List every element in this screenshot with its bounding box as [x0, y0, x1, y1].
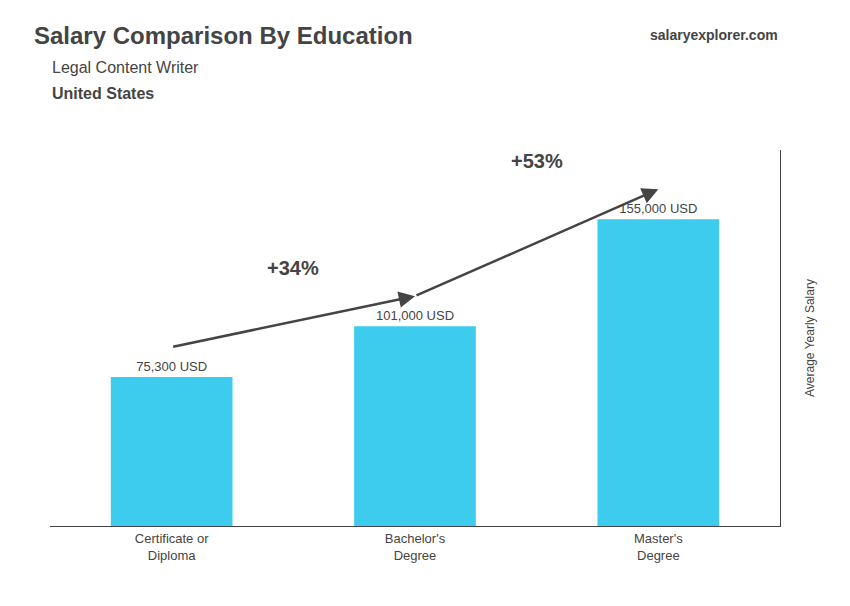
- svg-text:Bachelor'sDegree: Bachelor'sDegree: [385, 531, 446, 563]
- svg-text:155,000 USD: 155,000 USD: [619, 201, 697, 216]
- svg-text:Salary Comparison By Education: Salary Comparison By Education: [34, 22, 413, 49]
- svg-text:Average Yearly Salary: Average Yearly Salary: [803, 279, 817, 397]
- svg-text:101,000 USD: 101,000 USD: [376, 308, 454, 323]
- svg-text:+34%: +34%: [267, 257, 319, 279]
- svg-text:salaryexplorer.com: salaryexplorer.com: [650, 27, 778, 43]
- svg-text:Certificate orDiploma: Certificate orDiploma: [135, 531, 209, 563]
- svg-text:+53%: +53%: [511, 150, 563, 172]
- svg-text:United States: United States: [52, 85, 154, 102]
- svg-text:75,300 USD: 75,300 USD: [136, 359, 207, 374]
- svg-text:Master'sDegree: Master'sDegree: [634, 531, 683, 563]
- svg-text:Legal Content Writer: Legal Content Writer: [52, 59, 199, 76]
